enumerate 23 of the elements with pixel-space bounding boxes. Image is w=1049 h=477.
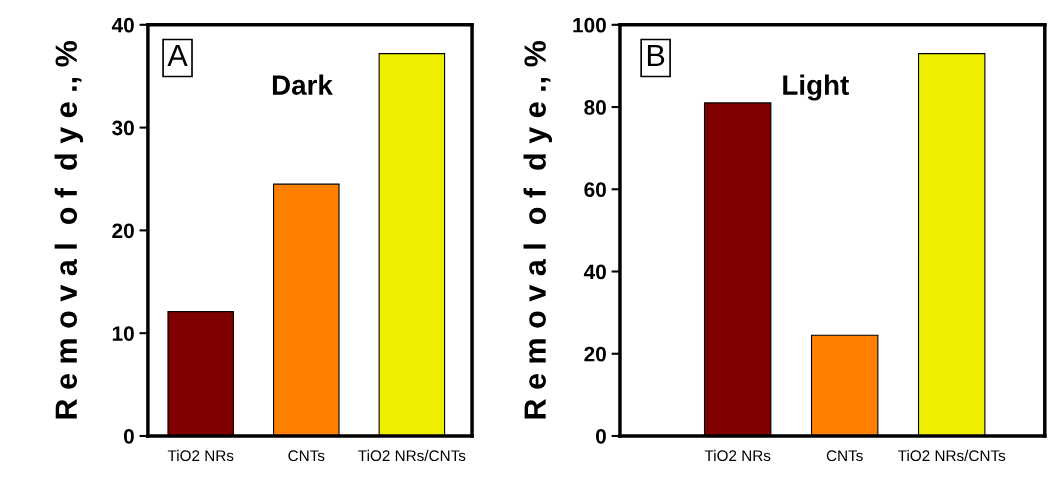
y-tick-label: 0 (123, 428, 134, 444)
y-tick-label: 20 (112, 223, 134, 239)
x-tick-label: TiO2 NRs/CNTs (898, 449, 1006, 462)
x-tick-label: TiO2 NRs (704, 449, 771, 462)
y-tick-label: 20 (584, 346, 606, 362)
annotation: A (167, 44, 188, 66)
annotation: B (647, 44, 665, 66)
x-tick-label: TiO2 NRs (167, 449, 234, 462)
y-tick-label: 40 (583, 264, 606, 280)
x-tick-label: CNTs (288, 450, 325, 462)
y-tick-label: 0 (596, 428, 606, 444)
y-tick-label: 30 (112, 120, 134, 136)
y-axis-title: R e m o v a l o f d y e ., % (54, 41, 84, 419)
y-tick-label: 40 (111, 17, 134, 33)
y-tick-label: 100 (573, 17, 606, 33)
annotation: Dark (272, 74, 333, 95)
y-axis-title: R e m o v a l o f d y e ., % (523, 41, 552, 419)
x-tick-label: CNTs (826, 450, 863, 462)
annotation: Light (783, 74, 849, 101)
y-tick-label: 80 (584, 100, 606, 115)
y-tick-label: 10 (112, 326, 134, 341)
x-tick-label: TiO2 NRs/CNTs (358, 449, 466, 462)
y-tick-label: 60 (584, 182, 606, 198)
